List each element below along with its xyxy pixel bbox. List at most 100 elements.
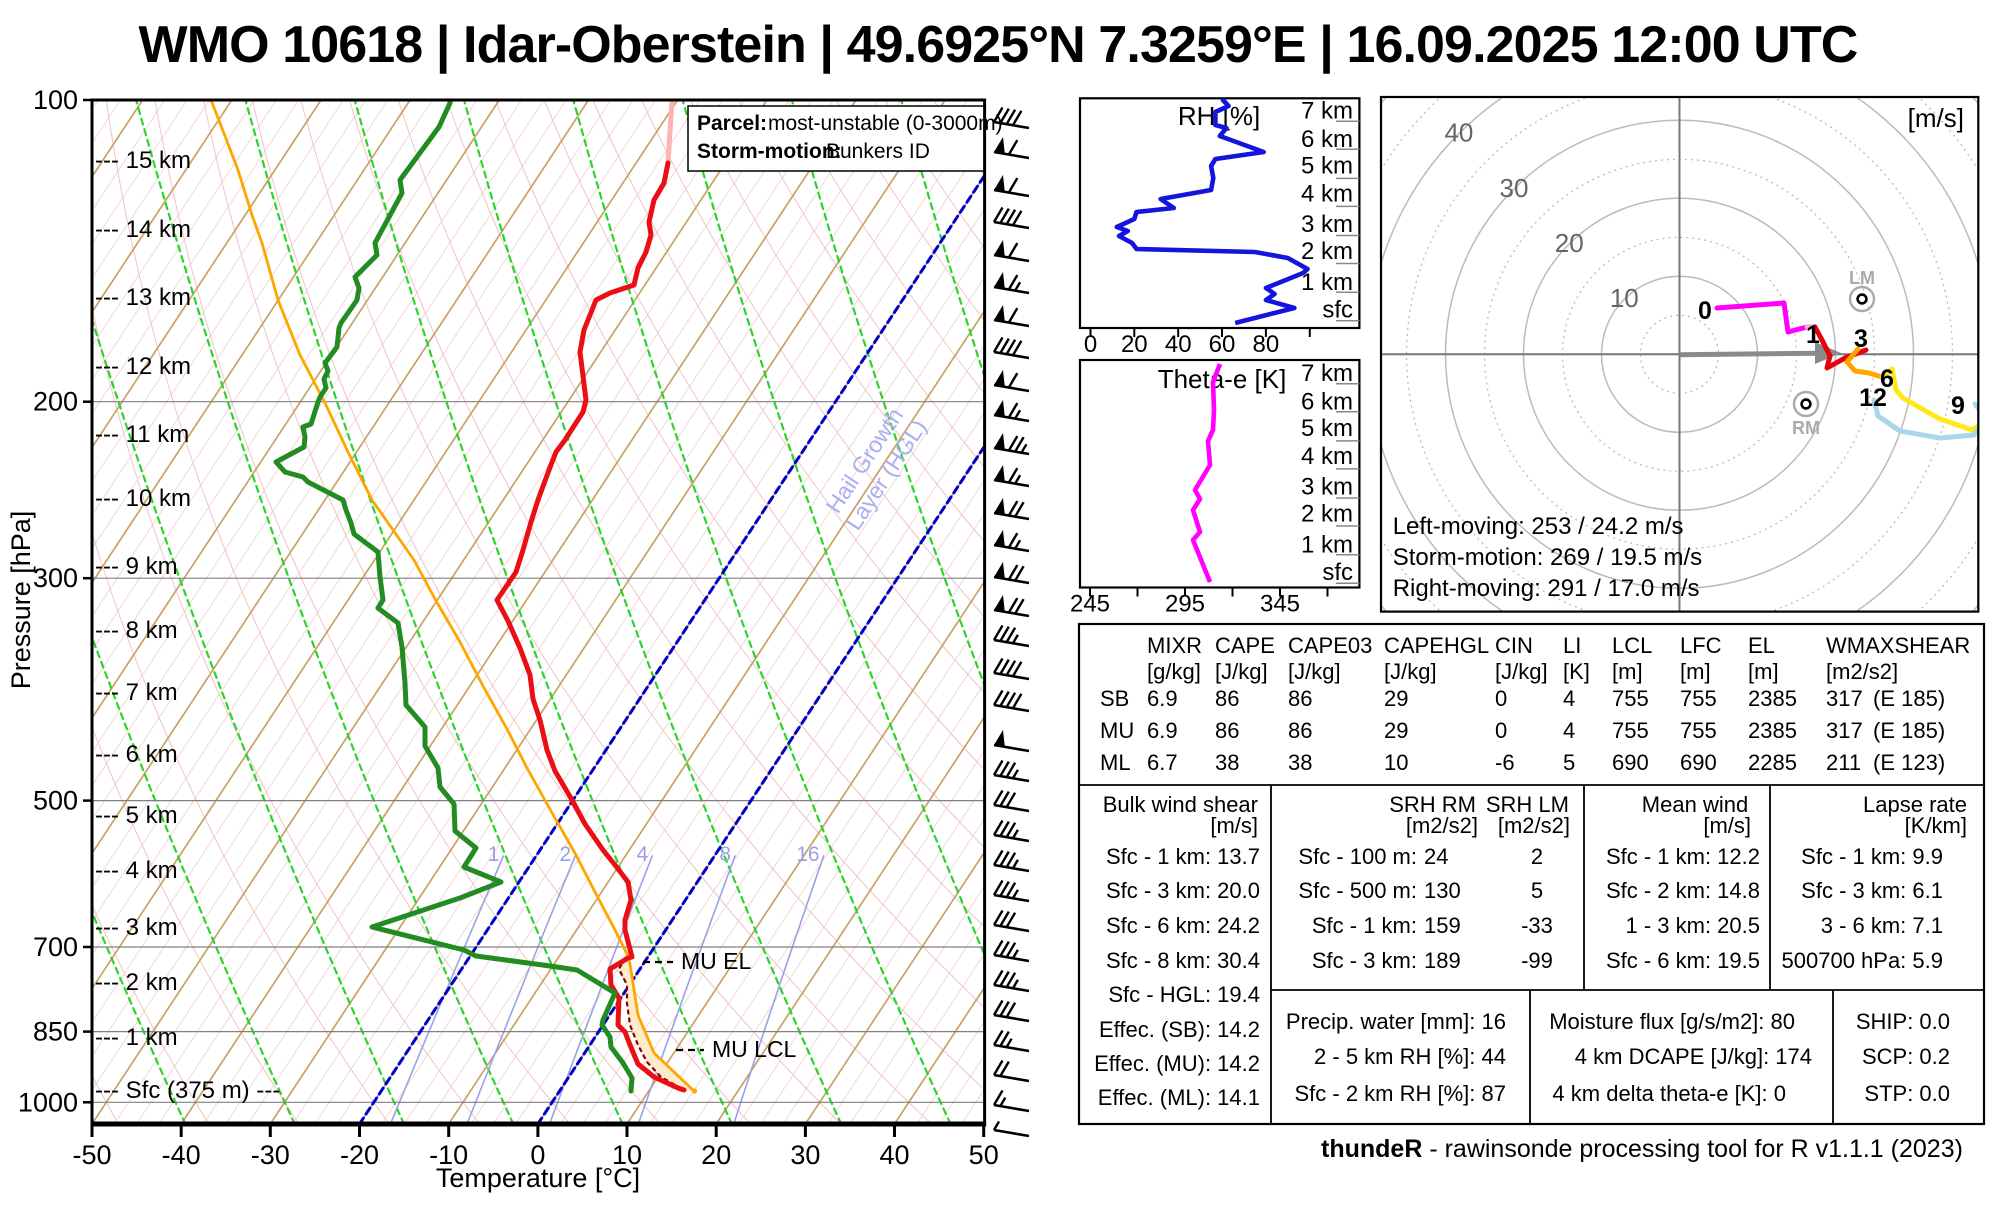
svg-text:MU EL: MU EL [681,948,752,974]
svg-text:--- 5 km: --- 5 km [95,802,178,829]
svg-text:(E 185): (E 185) [1873,718,1945,743]
svg-text:4: 4 [1563,718,1575,743]
svg-text:20: 20 [1121,331,1148,358]
svg-text:6.9: 6.9 [1147,686,1178,711]
svg-text:2385: 2385 [1748,686,1797,711]
svg-text:1 - 3 km: 20.5: 1 - 3 km: 20.5 [1625,913,1760,938]
svg-text:[m/s]: [m/s] [1908,103,1964,133]
svg-text:0: 0 [1698,297,1712,325]
svg-text:-6: -6 [1495,750,1515,775]
svg-text:5: 5 [1531,878,1543,903]
svg-text:755: 755 [1680,718,1717,743]
svg-text:sfc: sfc [1322,559,1353,586]
svg-text:--- 8 km: --- 8 km [95,617,178,644]
svg-text:[m/s]: [m/s] [1703,813,1751,838]
svg-text:4 km delta theta-e [K]: 0: 4 km delta theta-e [K]: 0 [1552,1081,1786,1106]
svg-text:10: 10 [1610,283,1639,313]
svg-text:Pressure [hPa]: Pressure [hPa] [6,511,36,690]
svg-text:40: 40 [1444,118,1473,148]
svg-text:755: 755 [1612,686,1649,711]
svg-text:--- 7 km: --- 7 km [95,679,178,706]
svg-text:[m2/s2]: [m2/s2] [1498,813,1570,838]
svg-text:-30: -30 [251,1140,290,1170]
svg-text:--- 4 km: --- 4 km [95,857,178,884]
svg-text:Sfc - 2 km RH [%]: 87: Sfc - 2 km RH [%]: 87 [1295,1081,1507,1106]
svg-text:Left-moving: 253 / 24.2 m/s: Left-moving: 253 / 24.2 m/s [1393,513,1684,540]
svg-text:--- 9 km: --- 9 km [95,553,178,580]
svg-text:Sfc - 1 km:: Sfc - 1 km: [1312,913,1417,938]
svg-text:86: 86 [1288,718,1312,743]
svg-text:WMO 10618 | Idar-Oberstein | 4: WMO 10618 | Idar-Oberstein | 49.6925°N 7… [139,16,1858,74]
svg-text:Sfc - 100 m:: Sfc - 100 m: [1298,844,1417,869]
svg-text:[J/kg]: [J/kg] [1288,659,1341,684]
svg-text:1: 1 [1806,321,1820,349]
svg-text:5: 5 [1563,750,1575,775]
svg-text:24: 24 [1424,844,1448,869]
svg-text:0: 0 [1495,718,1507,743]
svg-text:Sfc - 6 km: 19.5: Sfc - 6 km: 19.5 [1606,948,1760,973]
svg-text:100: 100 [33,85,78,115]
svg-text:-20: -20 [340,1140,379,1170]
svg-text:295: 295 [1165,591,1205,618]
svg-text:Bunkers ID: Bunkers ID [826,140,930,163]
svg-text:690: 690 [1612,750,1649,775]
svg-text:Sfc - 2 km: 14.8: Sfc - 2 km: 14.8 [1606,878,1760,903]
svg-text:Storm-motion:: Storm-motion: [697,140,842,163]
svg-text:40: 40 [879,1140,909,1170]
svg-text:Sfc - 3 km: 6.1: Sfc - 3 km: 6.1 [1801,878,1943,903]
svg-text:10: 10 [1384,750,1408,775]
svg-text:Theta-e [K]: Theta-e [K] [1158,364,1287,394]
svg-text:(E 123): (E 123) [1873,750,1945,775]
svg-text:0: 0 [1084,331,1097,358]
svg-text:thundeR - rawinsonde processin: thundeR - rawinsonde processing tool for… [1321,1135,1963,1163]
svg-text:20: 20 [1555,228,1584,258]
svg-text:[g/kg]: [g/kg] [1147,659,1201,684]
svg-text:2285: 2285 [1748,750,1797,775]
svg-text:29: 29 [1384,718,1408,743]
svg-text:SHIP: 0.0: SHIP: 0.0 [1856,1009,1950,1034]
svg-text:CAPE03: CAPE03 [1288,633,1372,658]
svg-text:-99: -99 [1521,948,1553,973]
svg-text:MU: MU [1100,718,1134,743]
svg-text:30: 30 [1500,173,1529,203]
svg-text:-33: -33 [1521,913,1553,938]
svg-text:--- 6 km: --- 6 km [95,741,178,768]
svg-text:690: 690 [1680,750,1717,775]
svg-text:38: 38 [1288,750,1312,775]
svg-text:Effec. (MU): 14.2: Effec. (MU): 14.2 [1094,1051,1260,1076]
svg-text:most-unstable (0-3000m): most-unstable (0-3000m) [768,112,1003,135]
svg-text:MIXR: MIXR [1147,633,1202,658]
svg-text:80: 80 [1253,331,1280,358]
svg-text:LCL: LCL [1612,633,1652,658]
svg-text:1: 1 [488,843,500,866]
svg-text:Right-moving: 291 / 17.0 m/s: Right-moving: 291 / 17.0 m/s [1393,575,1700,602]
svg-text:3 km: 3 km [1301,473,1353,500]
svg-text:CAPE: CAPE [1215,633,1275,658]
svg-text:317: 317 [1826,718,1863,743]
svg-text:2 km: 2 km [1301,501,1353,528]
svg-text:EL: EL [1748,633,1775,658]
svg-text:[K]: [K] [1563,659,1590,684]
svg-text:86: 86 [1215,718,1239,743]
svg-text:Parcel:: Parcel: [697,112,767,135]
svg-text:755: 755 [1612,718,1649,743]
svg-text:9: 9 [1951,392,1965,420]
svg-text:Effec. (SB): 14.2: Effec. (SB): 14.2 [1099,1017,1260,1042]
svg-text:86: 86 [1288,686,1312,711]
svg-text:Sfc - 8 km: 30.4: Sfc - 8 km: 30.4 [1106,948,1260,973]
svg-text:--- 2 km: --- 2 km [95,969,178,996]
svg-text:4 km DCAPE [J/kg]: 174: 4 km DCAPE [J/kg]: 174 [1575,1044,1812,1069]
svg-text:8: 8 [719,843,731,866]
svg-text:Storm-motion: 269 / 19.5 m/s: Storm-motion: 269 / 19.5 m/s [1393,544,1702,571]
svg-text:130: 130 [1424,878,1461,903]
svg-text:CAPEHGL: CAPEHGL [1384,633,1489,658]
svg-text:4 km: 4 km [1301,443,1353,470]
svg-text:Sfc - 1 km: 9.9: Sfc - 1 km: 9.9 [1801,844,1943,869]
svg-text:--- 14 km: --- 14 km [95,216,191,243]
svg-text:Temperature [°C]: Temperature [°C] [436,1163,640,1193]
svg-text:6.7: 6.7 [1147,750,1178,775]
svg-text:159: 159 [1424,913,1461,938]
svg-text:LFC: LFC [1680,633,1722,658]
svg-text:3: 3 [1854,325,1868,353]
svg-text:(E 185): (E 185) [1873,686,1945,711]
